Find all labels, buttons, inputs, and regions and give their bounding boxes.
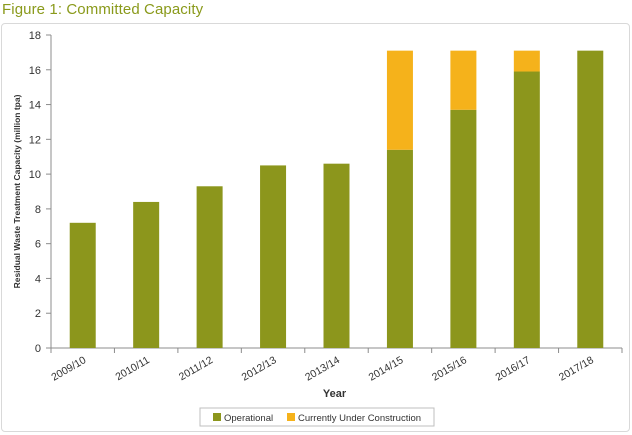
y-tick-label: 18 (29, 30, 41, 42)
x-tick-label: 2009/10 (49, 354, 88, 383)
bar-operational-2013-14 (323, 163, 350, 348)
y-tick-label: 8 (35, 204, 41, 216)
legend: Operational Currently Under Construction (199, 407, 435, 427)
bar-operational-2009-10 (69, 222, 96, 348)
x-tick-label: 2017/18 (557, 354, 596, 383)
legend-box (199, 407, 435, 427)
x-tick-label: 2013/14 (303, 354, 342, 383)
bar-operational-2012-13 (260, 165, 287, 348)
bar-under-construction-2016-17 (513, 50, 540, 72)
y-axis-title: Residual Waste Treatment Capacity (milli… (12, 94, 22, 288)
bar-operational-2015-16 (450, 109, 477, 349)
legend-label-under-construction: Currently Under Construction (298, 413, 421, 424)
x-tick-label: 2016/17 (493, 354, 532, 383)
y-tick-label: 6 (35, 239, 41, 251)
figure-title: Figure 1: Committed Capacity (2, 1, 204, 18)
y-tick-label: 10 (29, 169, 41, 181)
bar-operational-2011-12 (196, 186, 223, 348)
x-tick-label: 2015/16 (430, 354, 469, 383)
bar-under-construction-2015-16 (450, 50, 477, 110)
y-tick-label: 12 (29, 134, 41, 146)
bar-chart: 0 2 4 6 8 10 12 14 16 18 Residual Waste Treatment … (12, 30, 623, 427)
x-axis-title: Year (323, 388, 347, 400)
y-tick-label: 4 (35, 273, 41, 285)
y-tick-label: 0 (35, 343, 41, 355)
bar-operational-2010-11 (133, 201, 160, 348)
y-tick-label: 2 (35, 308, 41, 320)
legend-swatch-under-construction (287, 413, 295, 421)
bar-operational-2017-18 (577, 50, 604, 349)
bar-operational-2014-15 (386, 149, 413, 348)
y-tick-label: 16 (29, 65, 41, 77)
y-tick-label: 14 (29, 100, 41, 112)
labels-layer: 0 2 4 6 8 10 12 14 16 18 Residual Waste Treatment … (12, 30, 596, 400)
x-tick-label: 2012/13 (240, 354, 279, 383)
x-tick-label: 2014/15 (367, 354, 406, 383)
x-tick-label: 2010/11 (113, 354, 151, 383)
legend-label-operational: Operational (224, 413, 273, 424)
bar-operational-2016-17 (513, 71, 540, 348)
bars-layer (69, 50, 604, 349)
bar-under-construction-2014-15 (386, 50, 413, 150)
x-tick-label: 2011/12 (177, 354, 215, 383)
legend-swatch-operational (213, 413, 221, 421)
chart-frame: 0 2 4 6 8 10 12 14 16 18 Residual Waste Treatment … (1, 23, 630, 432)
